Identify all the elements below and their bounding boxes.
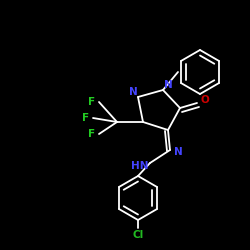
Text: HN: HN [131, 161, 149, 171]
Text: O: O [200, 95, 209, 105]
Text: N: N [128, 87, 138, 97]
Text: N: N [174, 147, 182, 157]
Text: N: N [164, 80, 172, 90]
Text: Cl: Cl [132, 230, 143, 240]
Text: F: F [82, 113, 89, 123]
Text: F: F [88, 129, 96, 139]
Text: F: F [88, 97, 96, 107]
